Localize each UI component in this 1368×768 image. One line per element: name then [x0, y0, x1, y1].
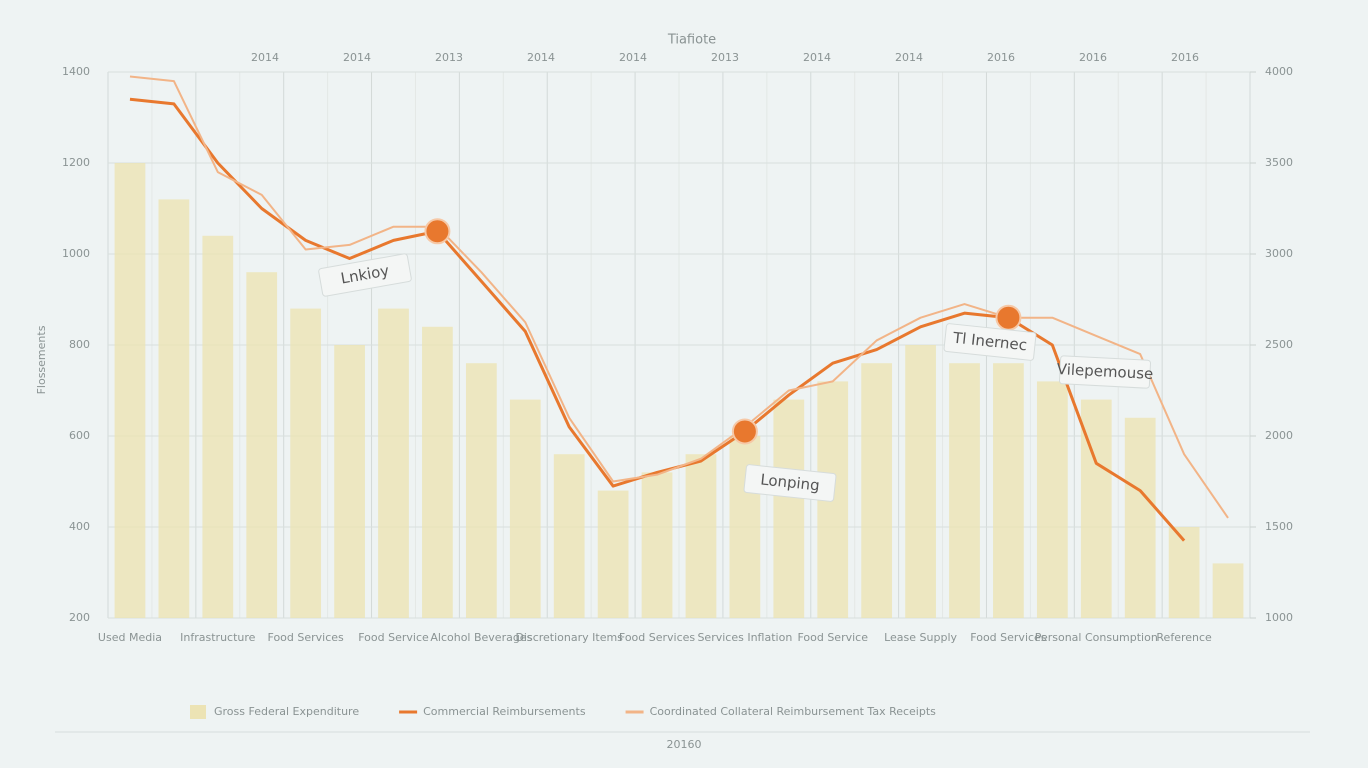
x-tick-label: Infrastructure: [180, 631, 256, 644]
annotation-box: [743, 464, 837, 502]
bar: [422, 326, 453, 618]
bar: [509, 399, 541, 618]
y-tick-label: 1200: [62, 156, 90, 169]
annotation: Vilepemouse: [1056, 360, 1153, 383]
bar: [114, 163, 146, 618]
y-tick-label: 1400: [62, 65, 90, 78]
y-tick-label: 200: [69, 611, 90, 624]
bar: [993, 363, 1024, 618]
annotation-box: [943, 323, 1037, 361]
bar: [597, 490, 629, 618]
legend-label: Commercial Reimbursements: [423, 705, 586, 718]
x-tick-label: Food Services: [268, 631, 345, 644]
legend-label: Gross Federal Expenditure: [214, 705, 359, 718]
bar: [905, 345, 936, 618]
y2-tick-label: 3000: [1265, 247, 1293, 260]
legend-label: Coordinated Collateral Reimbursement Tax…: [650, 705, 937, 718]
bar: [334, 345, 365, 618]
y-tick-label: 600: [69, 429, 90, 442]
top-axis-label: 2014: [619, 51, 647, 64]
top-axis-label: 2016: [1171, 51, 1199, 64]
bar: [158, 199, 190, 618]
y2-tick-label: 4000: [1265, 65, 1293, 78]
x-axis-title: 20160: [667, 738, 702, 751]
top-axis-label: 2013: [711, 51, 739, 64]
top-axis-label: 2016: [1079, 51, 1107, 64]
y2-tick-label: 1000: [1265, 611, 1293, 624]
top-axis-label: 2013: [435, 51, 463, 64]
highlight-point: [731, 418, 758, 445]
x-tick-label: Personal Consumption: [1035, 631, 1158, 644]
y2-tick-label: 3500: [1265, 156, 1293, 169]
y-tick-label: 800: [69, 338, 90, 351]
highlight-point: [424, 218, 451, 245]
annotation-box: [1058, 355, 1152, 389]
bar: [641, 472, 673, 618]
bar: [729, 436, 761, 618]
x-tick-label: Food Service: [797, 631, 868, 644]
chart-title: Tiafiote: [667, 33, 716, 48]
top-axis-label: 2016: [987, 51, 1015, 64]
top-axis-label: 2014: [343, 51, 371, 64]
top-axis-label: 2014: [803, 51, 831, 64]
bar: [773, 399, 805, 618]
legend-swatch: [190, 705, 206, 719]
bar: [949, 363, 980, 618]
bar: [685, 454, 717, 618]
x-tick-label: Used Media: [98, 631, 162, 644]
x-tick-label: Discretionary Items: [515, 631, 623, 644]
bar: [378, 308, 409, 618]
x-tick-label: Food Services: [619, 631, 696, 644]
bar: [246, 272, 278, 618]
bar: [1124, 417, 1156, 618]
top-axis-label: 2014: [527, 51, 555, 64]
x-tick-label: Services Inflation: [697, 631, 792, 644]
annotation-box: [318, 253, 412, 297]
bar: [1168, 527, 1200, 618]
x-tick-label: Food Service: [358, 631, 429, 644]
bar: [1036, 381, 1068, 618]
highlight-point: [995, 304, 1022, 331]
bar: [290, 308, 322, 618]
y-axis-title: Flossements: [35, 325, 48, 394]
bar: [465, 363, 497, 618]
bar: [861, 363, 893, 618]
y2-tick-label: 2500: [1265, 338, 1293, 351]
y2-tick-label: 2000: [1265, 429, 1293, 442]
x-tick-label: Lease Supply: [884, 631, 957, 644]
top-axis-label: 2014: [251, 51, 279, 64]
bar: [1212, 563, 1244, 618]
bar: [553, 454, 585, 618]
y-tick-label: 400: [69, 520, 90, 533]
y-tick-label: 1000: [62, 247, 90, 260]
x-tick-label: Reference: [1156, 631, 1212, 644]
bar: [202, 235, 234, 619]
x-tick-label: Food Services: [970, 631, 1047, 644]
y2-tick-label: 1500: [1265, 520, 1293, 533]
top-axis-label: 2014: [895, 51, 923, 64]
line: [129, 75, 1229, 519]
x-tick-label: Alcohol Beverages: [430, 631, 532, 644]
